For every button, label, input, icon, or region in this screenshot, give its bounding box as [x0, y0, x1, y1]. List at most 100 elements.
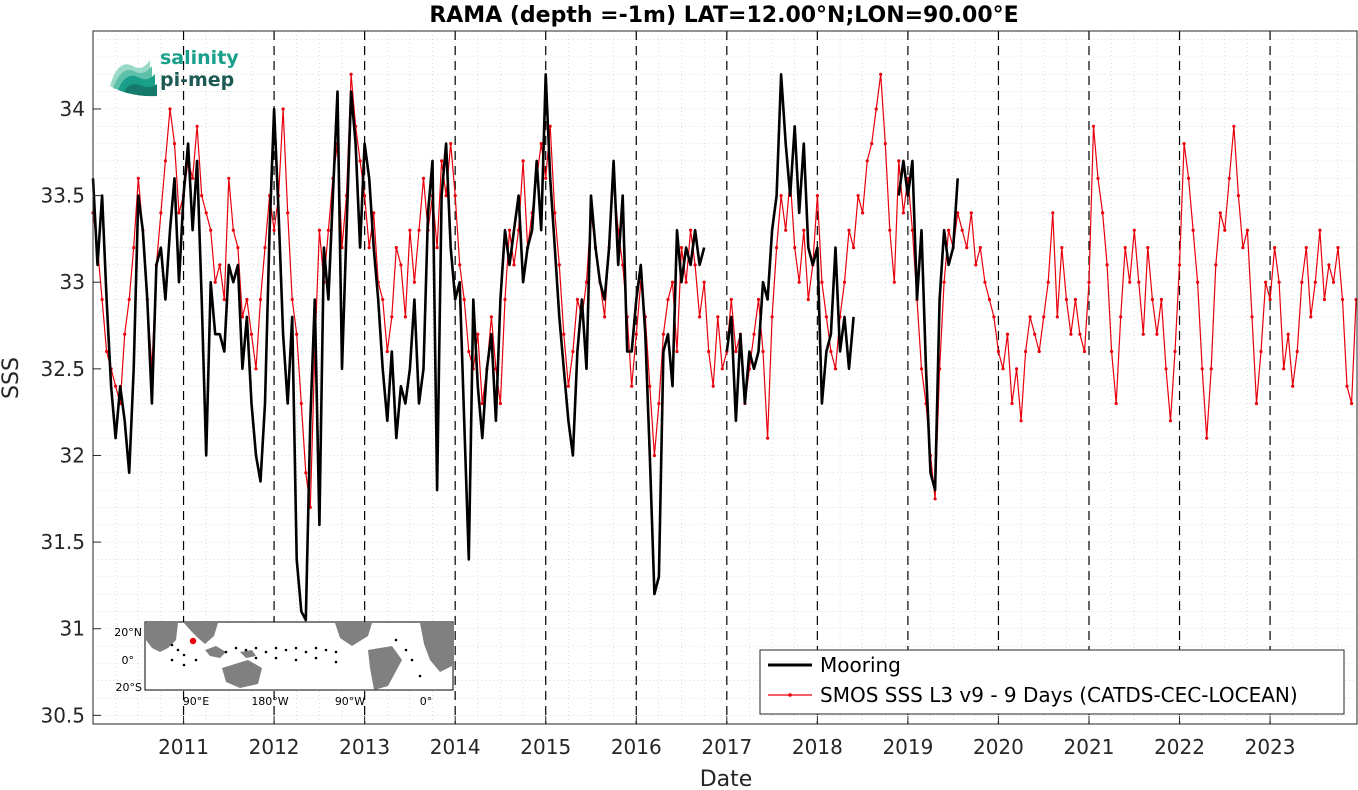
smos-data-point — [1037, 349, 1041, 354]
smos-data-point — [1078, 332, 1082, 336]
smos-data-point — [263, 246, 267, 250]
smos-data-point — [888, 228, 892, 232]
smos-data-point — [1277, 280, 1281, 284]
smos-data-point — [820, 280, 824, 284]
smos-data-point — [797, 280, 801, 284]
smos-data-point — [172, 142, 177, 146]
smos-data-point — [566, 384, 571, 388]
smos-data-point — [191, 176, 195, 180]
smos-data-point — [254, 367, 258, 371]
smos-data-point — [965, 246, 969, 250]
chart-legend: Mooring SMOS SSS L3 v9 - 9 Days (CATDS-C… — [759, 649, 1345, 715]
smos-data-point — [349, 72, 353, 76]
smos-data-point — [1282, 367, 1286, 371]
smos-data-point — [847, 228, 851, 232]
smos-data-point — [1101, 211, 1105, 215]
smos-data-point — [367, 246, 371, 250]
smos-data-point — [132, 246, 136, 250]
smos-data-point — [227, 176, 231, 180]
smos-data-point — [1191, 228, 1195, 232]
x-tick-label: 2014 — [430, 735, 481, 759]
smos-data-point — [1010, 401, 1014, 406]
smos-data-point — [1250, 315, 1254, 319]
smos-data-point — [1024, 349, 1028, 354]
plot-frame — [92, 30, 1358, 725]
smos-data-point — [603, 315, 607, 319]
smos-data-point — [575, 297, 580, 302]
smos-data-point — [974, 263, 978, 267]
smos-data-point — [1128, 280, 1132, 284]
smos-data-point — [236, 246, 240, 250]
x-tick-label: 2021 — [1064, 735, 1115, 759]
x-tick-label: 2016 — [611, 735, 662, 759]
smos-data-point — [381, 297, 385, 302]
smos-data-point — [956, 211, 960, 215]
smos-data-point — [978, 246, 982, 250]
smos-data-point — [1073, 297, 1077, 302]
smos-data-point — [734, 349, 738, 354]
legend-swatch-smos-dot — [788, 693, 792, 697]
smos-data-point — [480, 401, 484, 406]
inset-lon-label-90e: 90°E — [183, 695, 209, 708]
smos-data-point — [1164, 367, 1168, 371]
smos-data-point — [793, 246, 797, 250]
smos-data-point — [1205, 436, 1209, 440]
smos-data-point — [1187, 176, 1191, 180]
smos-data-point — [630, 384, 634, 388]
smos-data-point — [476, 332, 480, 336]
smos-data-point — [1200, 367, 1204, 371]
smos-data-point — [489, 315, 493, 319]
x-tick-label: 2023 — [1245, 735, 1296, 759]
smos-data-point — [874, 107, 878, 111]
plot-background — [93, 31, 1357, 724]
smos-data-point — [1318, 228, 1322, 232]
smos-data-point — [901, 211, 906, 215]
smos-data-point — [136, 176, 140, 180]
smos-data-point — [159, 211, 163, 215]
smos-data-point — [1082, 349, 1087, 354]
chart-title: RAMA (depth =-1m) LAT=12.00°N;LON=90.00°… — [429, 3, 1018, 28]
smos-data-point — [295, 332, 299, 336]
smos-data-point — [417, 228, 421, 232]
y-tick-label: 30.5 — [40, 703, 85, 727]
smos-data-point — [557, 263, 561, 267]
smos-data-point — [802, 228, 806, 232]
smos-data-point — [168, 107, 172, 111]
inset-lat-label-20s: 20°S — [116, 681, 142, 694]
smos-data-point — [910, 228, 915, 232]
smos-series-line — [92, 73, 1357, 508]
x-tick-label: 2020 — [973, 735, 1024, 759]
smos-data-point — [833, 367, 838, 371]
smos-data-point — [1327, 263, 1331, 267]
smos-data-point — [1322, 297, 1326, 302]
smos-data-point — [453, 194, 457, 198]
smos-data-point — [1177, 263, 1182, 267]
smos-data-point — [231, 228, 235, 232]
smos-data-point — [892, 280, 896, 284]
x-tick-label: 2019 — [882, 735, 933, 759]
smos-data-point — [1096, 176, 1100, 180]
smos-data-point — [684, 280, 688, 284]
y-tick-label: 31 — [60, 617, 85, 641]
smos-data-point — [213, 280, 217, 284]
mooring-series-line — [725, 73, 855, 423]
salinity-pimep-logo: salinity pi-mep — [110, 47, 239, 97]
smos-data-point — [286, 211, 290, 215]
smos-data-point — [1336, 246, 1340, 250]
smos-data-point — [1110, 349, 1114, 354]
smos-data-point — [326, 228, 330, 232]
smos-data-point — [245, 297, 249, 302]
smos-data-point — [1146, 246, 1150, 250]
smos-data-point — [209, 228, 213, 232]
smos-data-point — [399, 263, 403, 267]
smos-data-point — [1350, 401, 1354, 406]
smos-data-point — [521, 159, 525, 163]
x-tick-label: 2015 — [520, 735, 571, 759]
smos-data-point — [906, 176, 910, 180]
smos-data-point — [852, 246, 856, 250]
year-marker-lines — [182, 31, 1271, 724]
inset-map-land — [146, 623, 452, 690]
minor-grid — [92, 31, 1357, 724]
inset-lon-label-180w: 180°W — [251, 695, 288, 708]
